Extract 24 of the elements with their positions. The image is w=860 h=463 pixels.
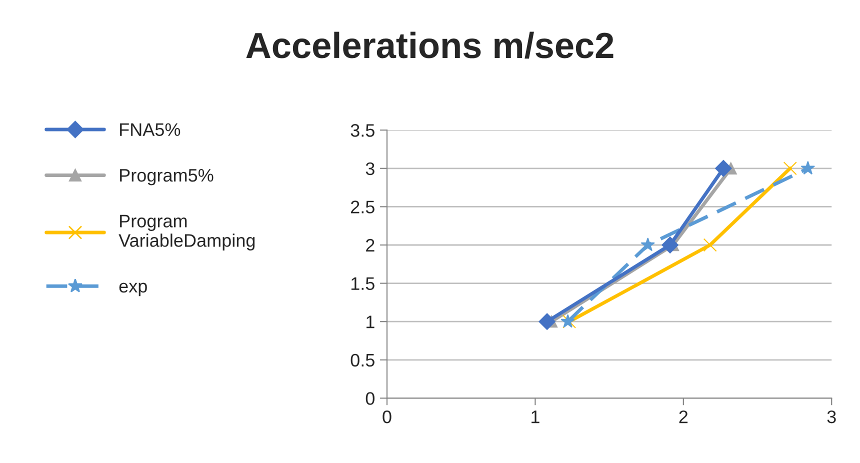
x-tick-label: 2 [679,410,688,424]
legend-label: Program VariableDamping [118,214,255,250]
legend-label: Program5% [120,169,214,186]
point [783,162,797,176]
point [640,238,655,252]
point [538,313,556,330]
y-tick-label: 2.5 [351,200,374,214]
legend-label: FNA5% [120,123,180,136]
point [703,238,717,252]
y-tick-label: 1.5 [351,277,374,290]
legend-label: exp [119,282,147,296]
y-tick-label: 2 [366,238,374,252]
y-tick-label: 3.5 [350,124,374,137]
x-tick-label: 3 [827,410,836,424]
y-tick-label: 3 [366,162,374,176]
y-tick-label: 0.5 [350,354,374,367]
y-tick-label: 0 [366,392,374,405]
x-tick-label: 1 [532,410,540,424]
chart-title: Accelerations m/sec2 [246,32,614,59]
x-tick-label: 0 [382,410,392,424]
point [715,160,732,177]
point [800,160,816,175]
point [662,236,678,254]
y-tick-label: 1 [366,316,374,328]
